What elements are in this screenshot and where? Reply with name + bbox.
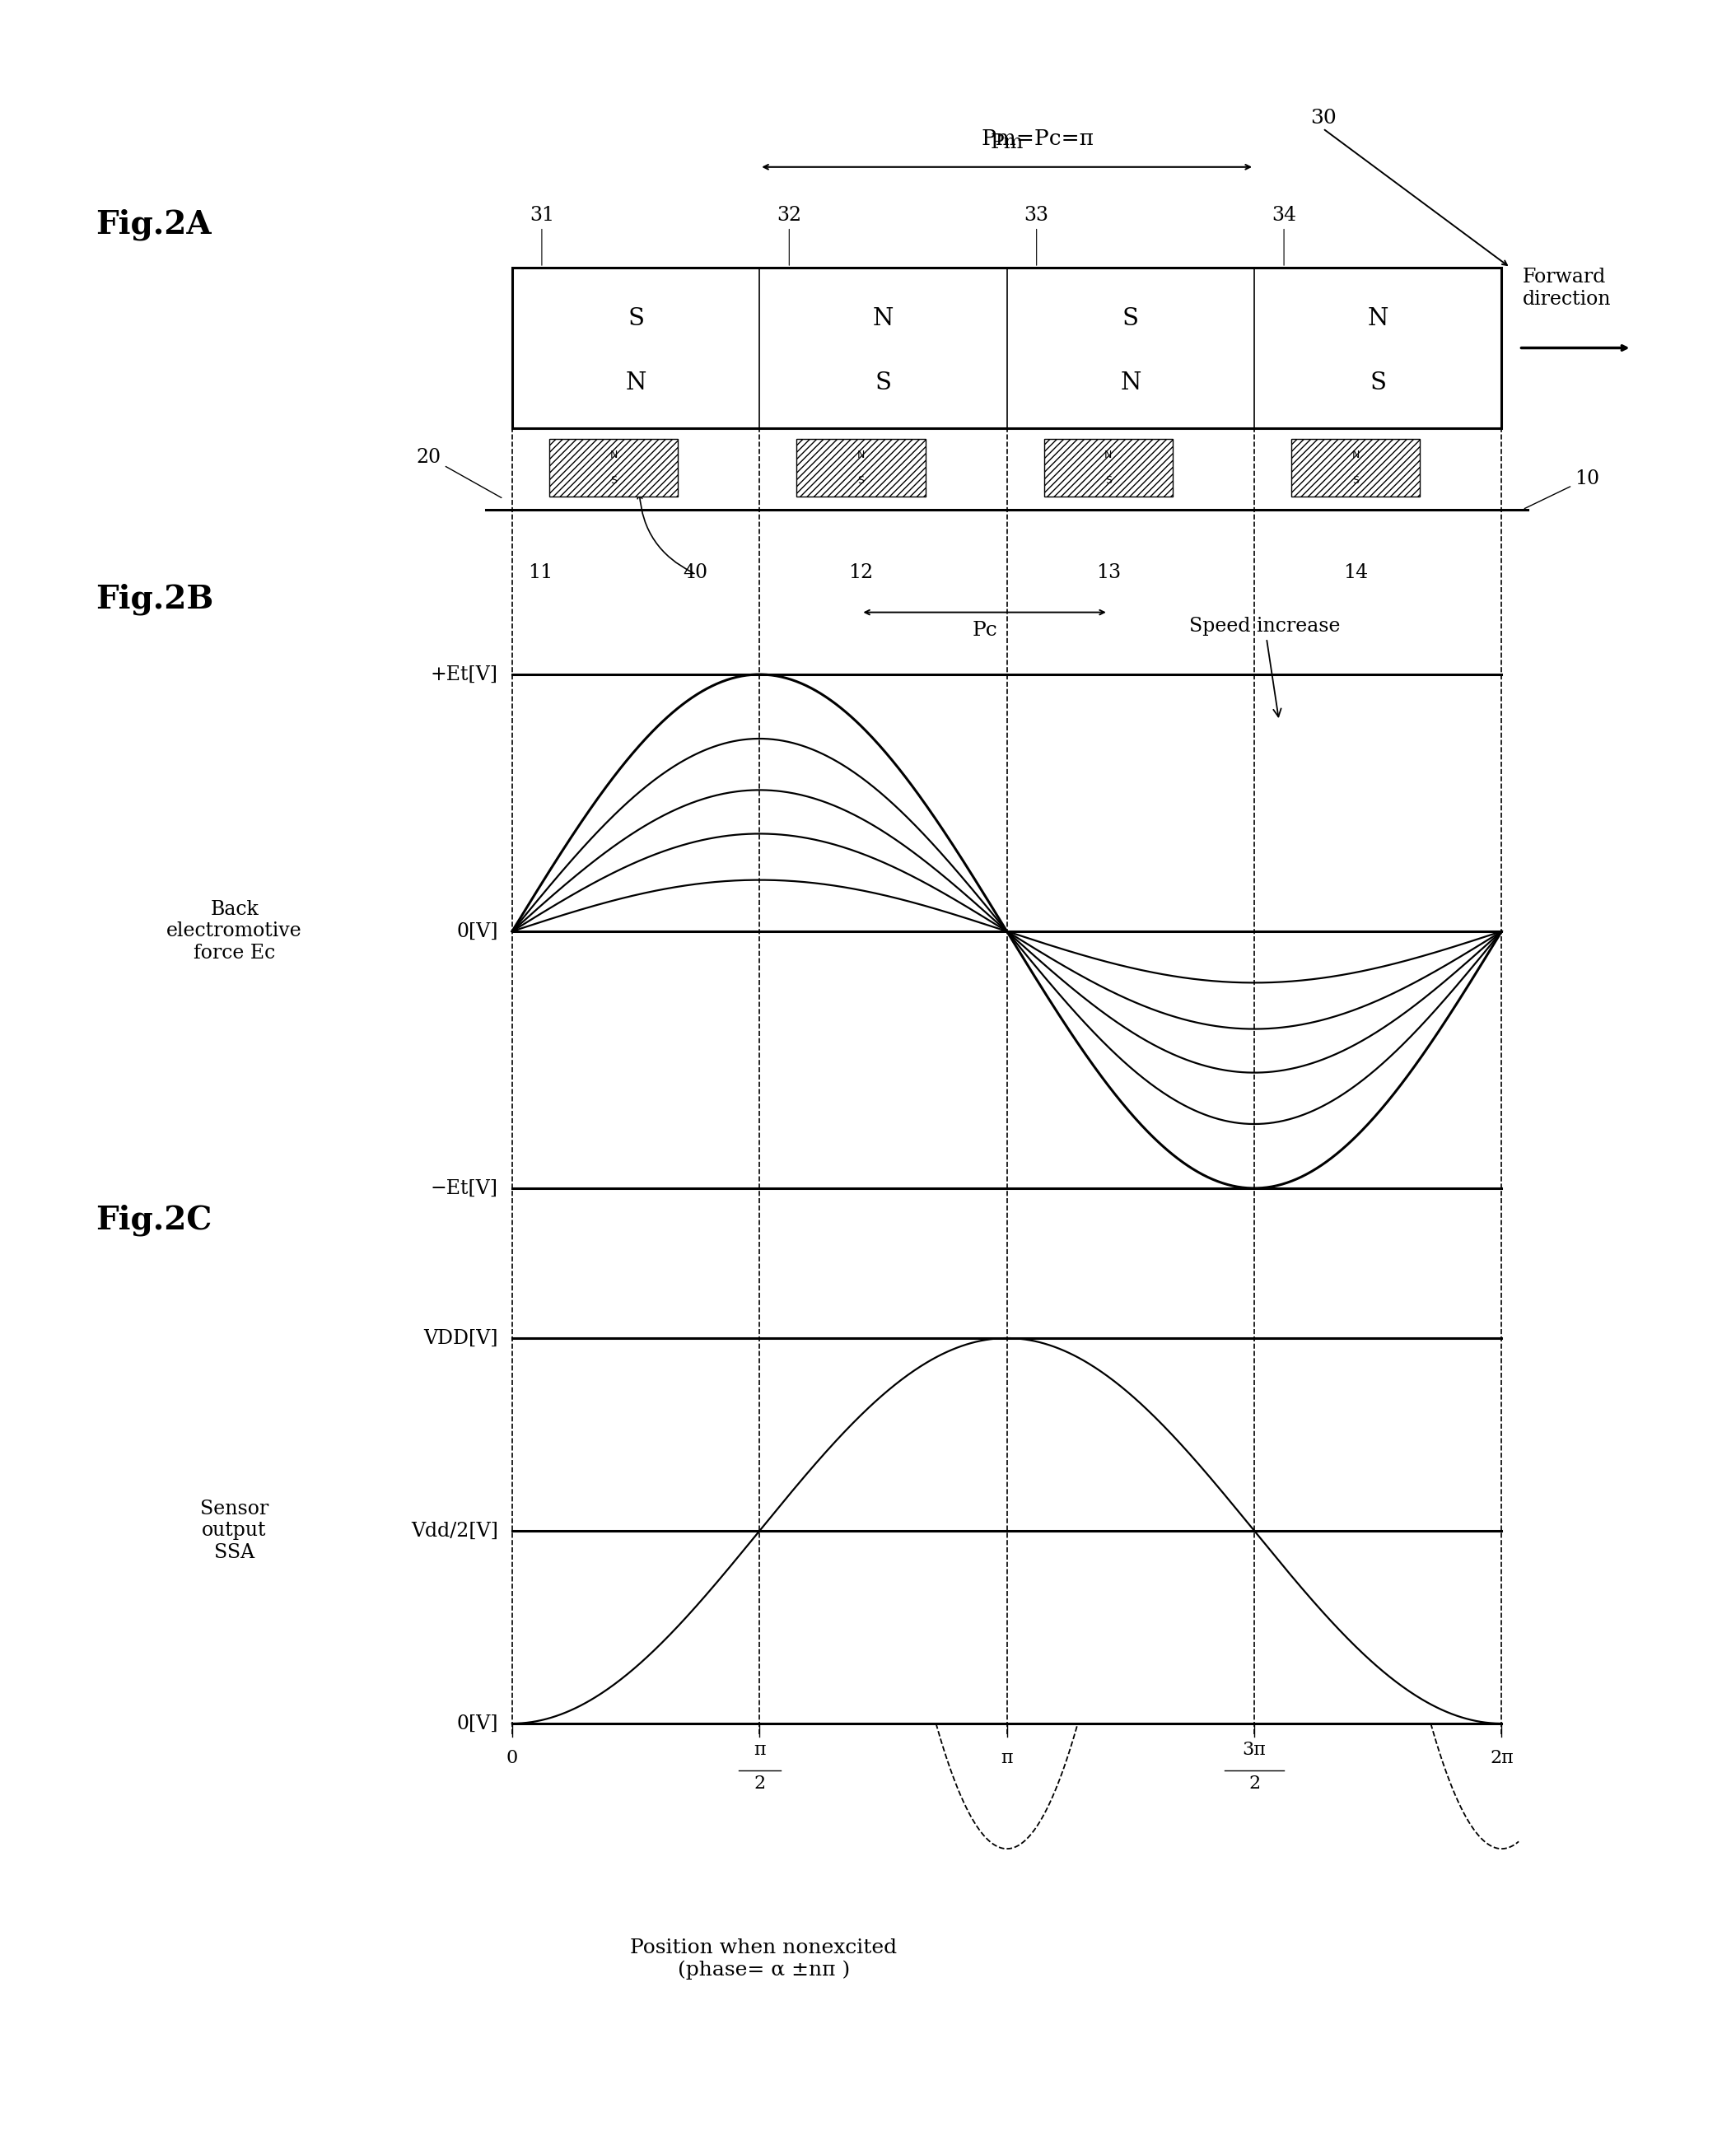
Text: Pc: Pc bbox=[972, 621, 996, 640]
Text: 12: 12 bbox=[849, 563, 873, 582]
Text: VDD[V]: VDD[V] bbox=[424, 1330, 498, 1347]
Text: +Et[V]: +Et[V] bbox=[431, 666, 498, 683]
Text: Forward
direction: Forward direction bbox=[1522, 268, 1611, 308]
Text: S: S bbox=[611, 475, 616, 486]
Text: Pm: Pm bbox=[990, 133, 1024, 152]
Text: Position when nonexcited
(phase= α ±nπ ): Position when nonexcited (phase= α ±nπ ) bbox=[630, 1938, 898, 1980]
Text: 0[V]: 0[V] bbox=[457, 923, 498, 940]
Text: 0: 0 bbox=[507, 1749, 517, 1766]
Text: Fig.2C: Fig.2C bbox=[95, 1205, 212, 1235]
Text: 14: 14 bbox=[1344, 563, 1368, 582]
Text: N: N bbox=[1104, 450, 1113, 460]
Text: 30: 30 bbox=[1311, 109, 1337, 126]
Text: 31: 31 bbox=[529, 206, 554, 265]
Text: 33: 33 bbox=[1024, 206, 1049, 265]
Text: S: S bbox=[1352, 475, 1359, 486]
Text: 2: 2 bbox=[753, 1775, 766, 1792]
Text: −Et[V]: −Et[V] bbox=[431, 1180, 498, 1197]
Text: 11: 11 bbox=[528, 563, 554, 582]
Text: 2: 2 bbox=[1248, 1775, 1260, 1792]
Text: Vdd/2[V]: Vdd/2[V] bbox=[411, 1522, 498, 1539]
Text: S: S bbox=[875, 373, 891, 394]
Text: 20: 20 bbox=[417, 447, 502, 497]
Text: 0[V]: 0[V] bbox=[457, 1715, 498, 1732]
Bar bbox=[797, 439, 925, 497]
Text: π: π bbox=[753, 1741, 766, 1758]
Bar bbox=[1043, 439, 1172, 497]
Text: N: N bbox=[858, 450, 865, 460]
Bar bbox=[512, 268, 1502, 428]
Text: Sensor
output
SSA: Sensor output SSA bbox=[200, 1499, 269, 1563]
Text: Speed increase: Speed increase bbox=[1189, 617, 1340, 717]
Text: 3π: 3π bbox=[1243, 1741, 1266, 1758]
Text: N: N bbox=[1368, 308, 1389, 330]
Text: N: N bbox=[1352, 450, 1359, 460]
Text: N: N bbox=[609, 450, 618, 460]
Text: N: N bbox=[873, 308, 894, 330]
Text: S: S bbox=[1123, 308, 1139, 330]
Text: Back
electromotive
force Ec: Back electromotive force Ec bbox=[167, 899, 302, 963]
Bar bbox=[549, 439, 677, 497]
Text: 32: 32 bbox=[776, 206, 802, 265]
Text: N: N bbox=[625, 373, 646, 394]
Text: S: S bbox=[1106, 475, 1111, 486]
Text: 10: 10 bbox=[1524, 469, 1599, 510]
Bar bbox=[1292, 439, 1420, 497]
Text: Fig.2A: Fig.2A bbox=[95, 210, 212, 240]
Text: 13: 13 bbox=[1095, 563, 1121, 582]
Text: S: S bbox=[1370, 373, 1385, 394]
Text: Fig.2B: Fig.2B bbox=[95, 584, 214, 614]
Text: 34: 34 bbox=[1271, 206, 1297, 265]
Text: π: π bbox=[1002, 1749, 1012, 1766]
Text: Pm=Pc=π: Pm=Pc=π bbox=[981, 128, 1094, 150]
Text: S: S bbox=[858, 475, 865, 486]
Text: 2π: 2π bbox=[1489, 1749, 1514, 1766]
Text: N: N bbox=[1120, 373, 1141, 394]
Text: S: S bbox=[628, 308, 644, 330]
Text: 40: 40 bbox=[682, 563, 708, 582]
